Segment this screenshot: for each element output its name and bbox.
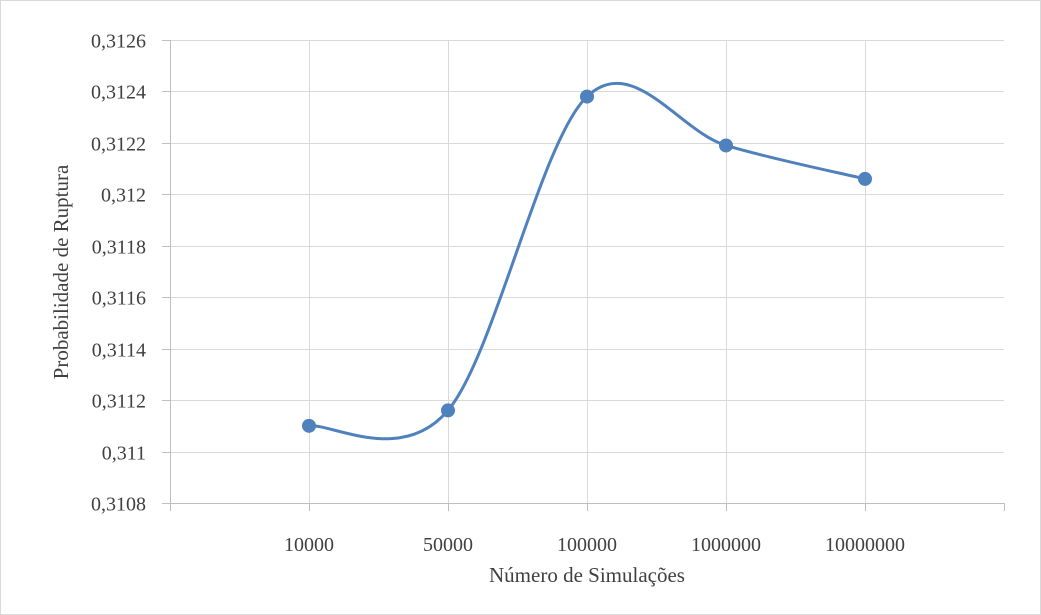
x-tick-label: 50000	[423, 534, 473, 556]
y-tick-label: 0,3122	[91, 134, 146, 156]
y-tick-label: 0,3118	[92, 237, 146, 259]
x-axis-title: Número de Simulações	[489, 563, 685, 587]
y-axis-title: Probabilidade de Ruptura	[49, 164, 73, 379]
y-tick-label: 0,3112	[92, 391, 146, 413]
data-point	[580, 89, 594, 104]
x-tick-label: 1000000	[691, 534, 761, 556]
x-tick-label: 100000	[557, 534, 617, 556]
series-layer	[307, 81, 867, 441]
data-point	[858, 171, 872, 186]
grid-lines	[170, 40, 1004, 503]
y-tick-label: 0,3108	[91, 494, 146, 516]
x-tick-label: 10000000	[825, 534, 905, 556]
data-points	[302, 89, 872, 433]
y-tick-label: 0,3116	[92, 288, 146, 310]
data-point	[302, 418, 316, 433]
y-tick-label: 0,3124	[91, 82, 146, 104]
y-tick-label: 0,311	[102, 443, 146, 465]
y-axis-ticks: 0,3108 0,311 0,3112 0,3114 0,3116 0,3118 0,312…	[91, 31, 170, 516]
series-line	[307, 81, 867, 441]
y-tick-label: 0,3126	[91, 31, 146, 53]
y-tick-label: 0,3114	[92, 340, 146, 362]
x-tick-label: 10000	[284, 534, 334, 556]
x-axis-ticks: 10000 50000 100000 1000000 10000000	[170, 503, 1005, 556]
data-point	[441, 403, 455, 418]
data-point	[719, 138, 733, 153]
y-tick-label: 0,312	[101, 185, 146, 207]
